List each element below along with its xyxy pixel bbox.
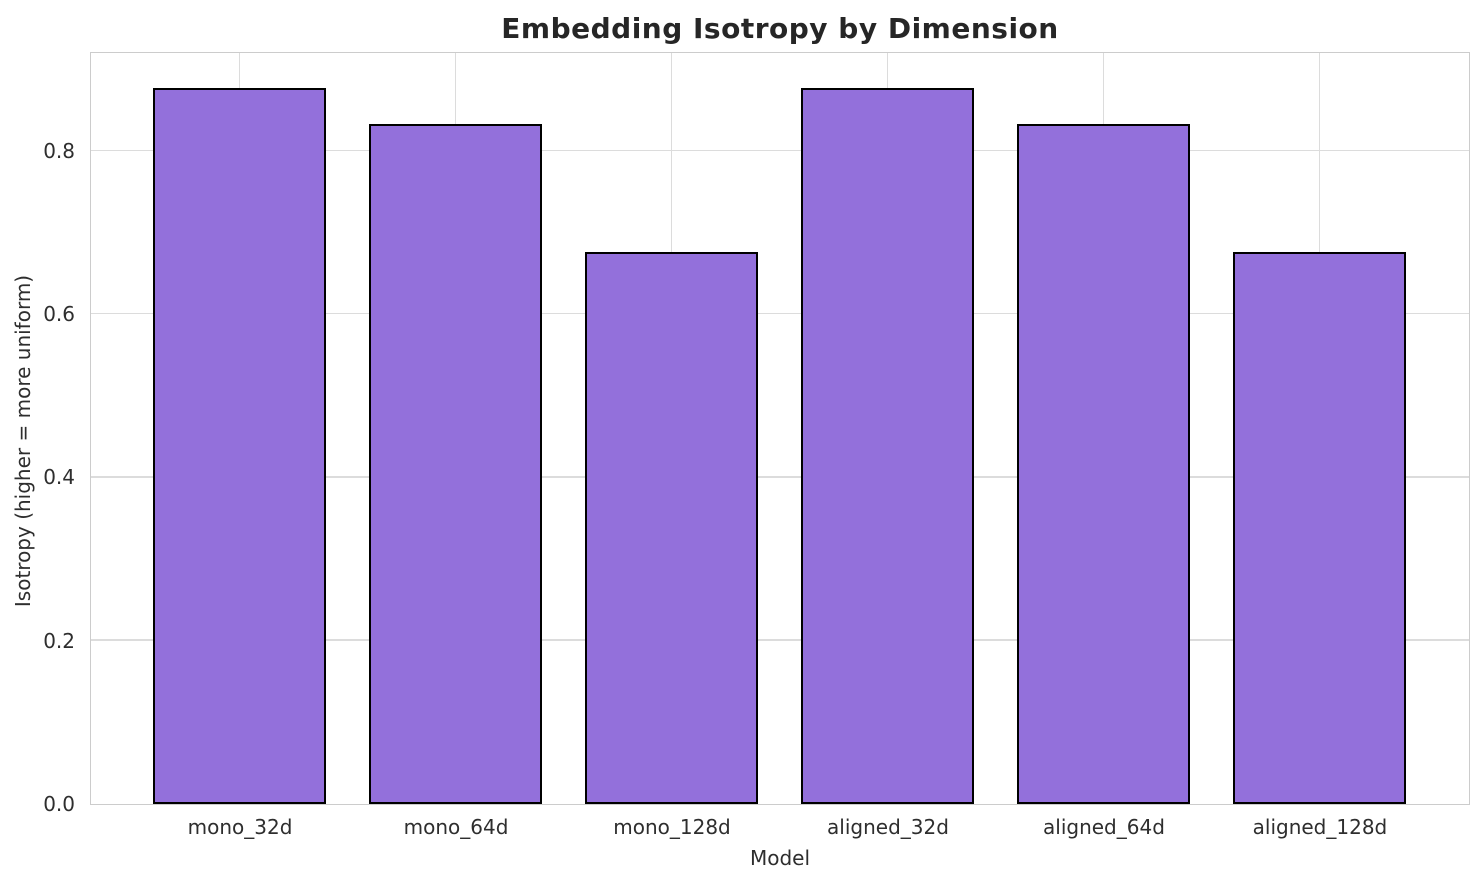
- bar-aligned_128d: [1233, 251, 1406, 804]
- h-gridline: [90, 476, 1469, 478]
- bars-container: [91, 53, 1469, 804]
- y-tick-label: 0.4: [43, 465, 75, 490]
- x-tick-label: mono_32d: [187, 815, 293, 839]
- x-tick-label: mono_64d: [403, 815, 509, 839]
- plot-area: [89, 51, 1470, 805]
- y-tick-label: 0.8: [43, 138, 75, 163]
- x-tick-label: mono_128d: [613, 815, 731, 839]
- x-tick-label: aligned_128d: [1252, 815, 1388, 839]
- y-axis-label: Isotropy (higher = more uniform): [11, 274, 35, 608]
- bar-mono_64d: [369, 123, 542, 804]
- y-tick-label: 0.6: [43, 302, 75, 327]
- bar-mono_128d: [585, 251, 758, 804]
- x-tick-label: aligned_64d: [1043, 815, 1165, 839]
- bar-aligned_32d: [801, 88, 974, 804]
- y-tick-label: 0.0: [43, 792, 75, 816]
- h-gridline: [90, 149, 1469, 152]
- x-axis-label: Model: [749, 846, 811, 870]
- y-tick-label: 0.2: [43, 628, 75, 653]
- bar-aligned_64d: [1017, 123, 1190, 804]
- h-gridline: [90, 639, 1469, 641]
- x-tick-label: aligned_32d: [827, 815, 949, 839]
- chart-title: Embedding Isotropy by Dimension: [501, 12, 1059, 45]
- bar-mono_32d: [153, 88, 326, 804]
- h-gridline: [90, 312, 1469, 315]
